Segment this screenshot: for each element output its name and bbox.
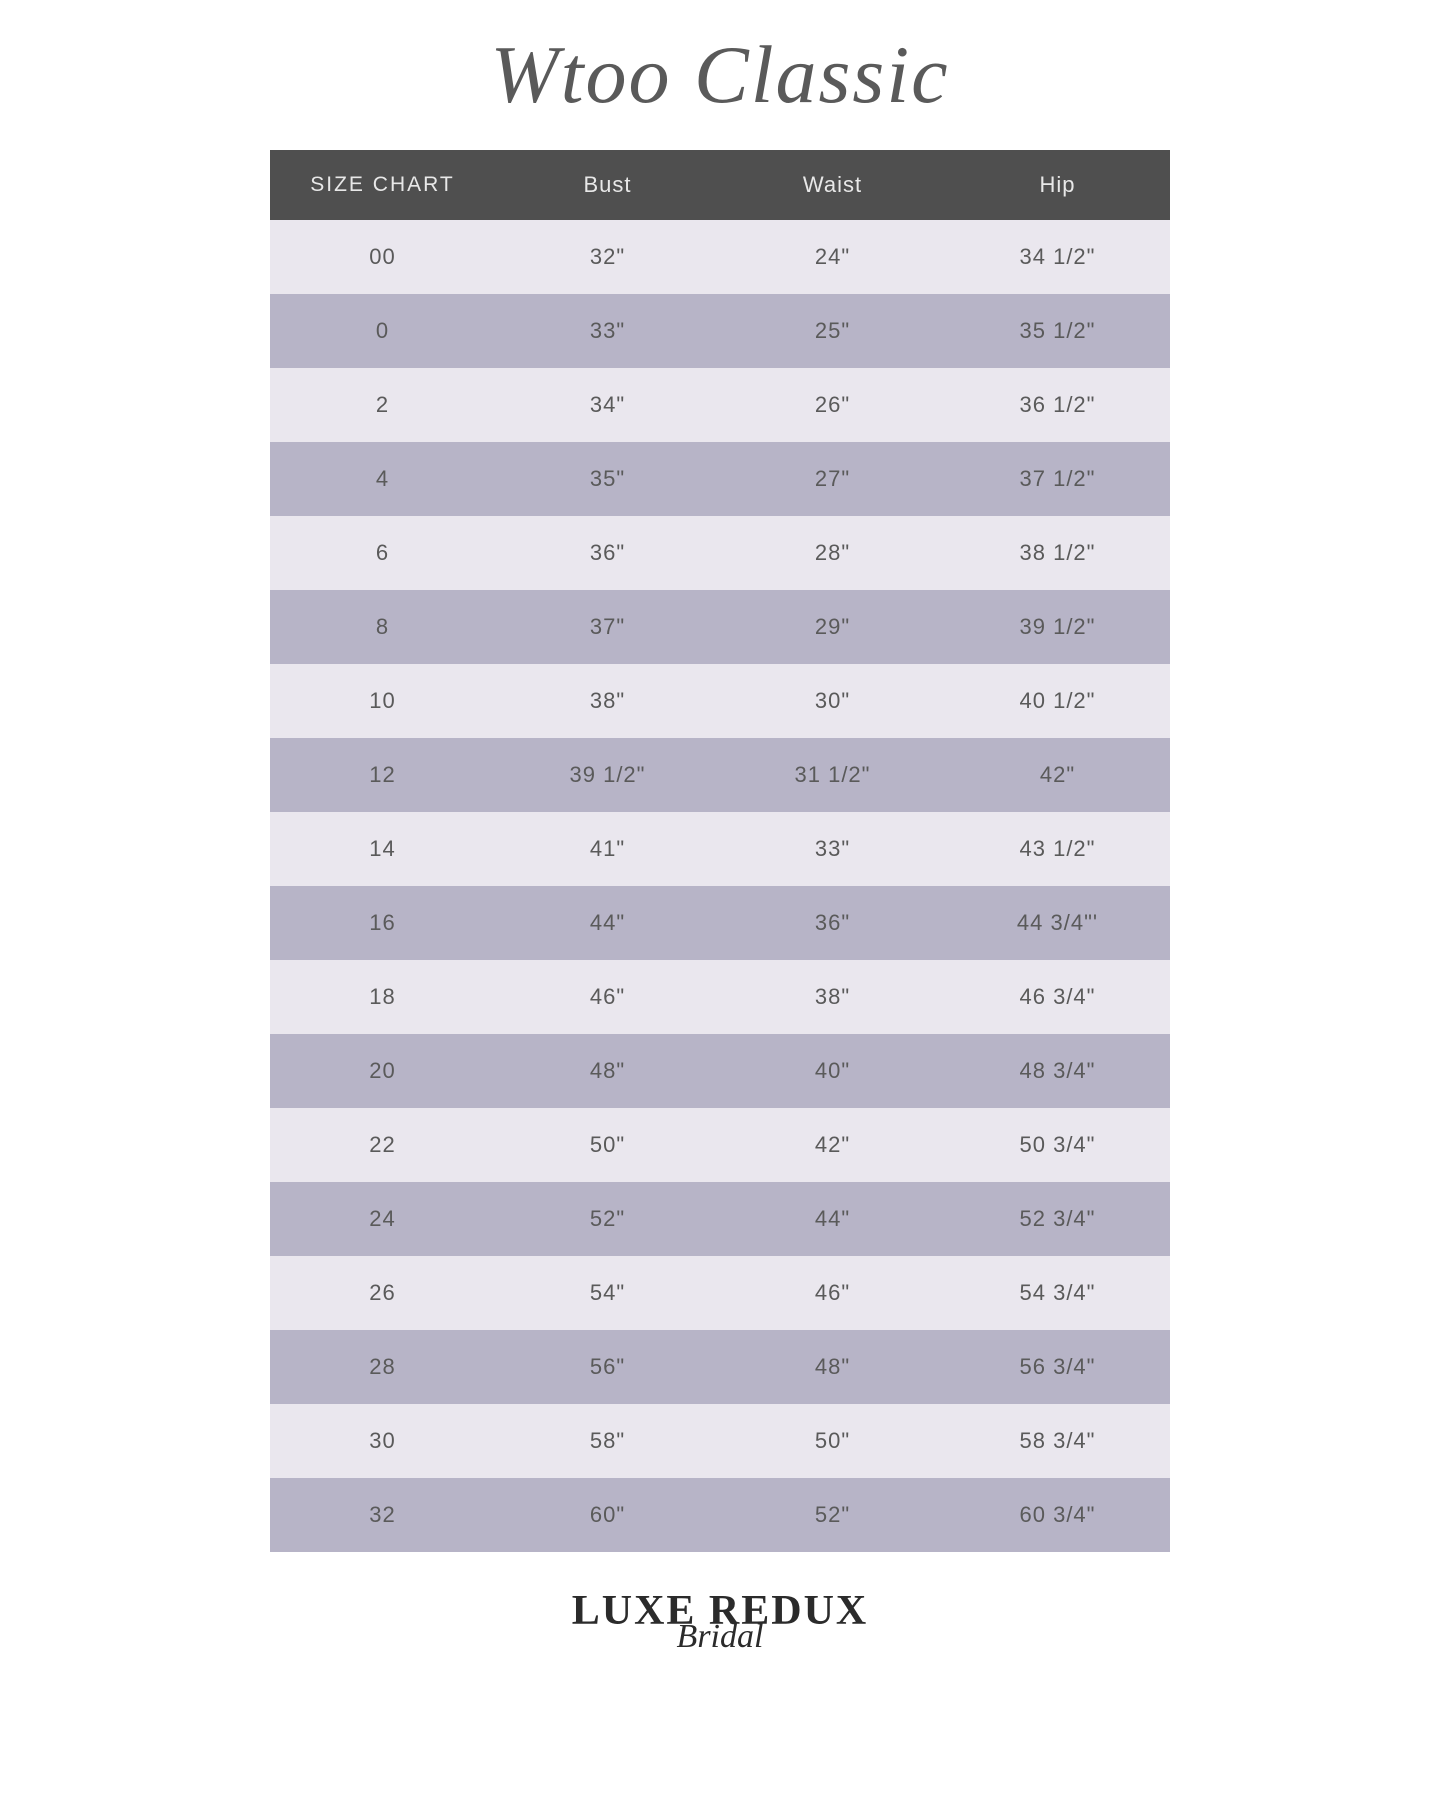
col-waist: Waist (720, 150, 945, 220)
table-cell: 20 (270, 1034, 495, 1108)
table-cell: 34 1/2" (945, 220, 1170, 294)
table-cell: 24 (270, 1182, 495, 1256)
table-cell: 56" (495, 1330, 720, 1404)
table-row: 0032"24"34 1/2" (270, 220, 1170, 294)
table-row: 3260"52"60 3/4" (270, 1478, 1170, 1552)
table-cell: 50" (495, 1108, 720, 1182)
col-bust: Bust (495, 150, 720, 220)
table-cell: 44" (720, 1182, 945, 1256)
table-cell: 6 (270, 516, 495, 590)
table-row: 2250"42"50 3/4" (270, 1108, 1170, 1182)
table-cell: 30" (720, 664, 945, 738)
col-hip: Hip (945, 150, 1170, 220)
table-cell: 37 1/2" (945, 442, 1170, 516)
table-cell: 29" (720, 590, 945, 664)
table-cell: 58 3/4" (945, 1404, 1170, 1478)
table-cell: 39 1/2" (945, 590, 1170, 664)
table-cell: 28 (270, 1330, 495, 1404)
table-cell: 8 (270, 590, 495, 664)
table-row: 1846"38"46 3/4" (270, 960, 1170, 1034)
table-cell: 38" (720, 960, 945, 1034)
table-cell: 33" (495, 294, 720, 368)
table-cell: 14 (270, 812, 495, 886)
table-row: 1644"36"44 3/4"' (270, 886, 1170, 960)
table-cell: 60" (495, 1478, 720, 1552)
table-cell: 36 1/2" (945, 368, 1170, 442)
table-cell: 35 1/2" (945, 294, 1170, 368)
table-cell: 48 3/4" (945, 1034, 1170, 1108)
table-row: 435"27"37 1/2" (270, 442, 1170, 516)
table-cell: 0 (270, 294, 495, 368)
table-cell: 54" (495, 1256, 720, 1330)
table-cell: 52 3/4" (945, 1182, 1170, 1256)
table-cell: 12 (270, 738, 495, 812)
table-cell: 00 (270, 220, 495, 294)
table-cell: 46 3/4" (945, 960, 1170, 1034)
table-cell: 48" (720, 1330, 945, 1404)
table-cell: 33" (720, 812, 945, 886)
table-cell: 36" (720, 886, 945, 960)
table-cell: 42" (945, 738, 1170, 812)
table-cell: 32" (495, 220, 720, 294)
table-cell: 44 3/4"' (945, 886, 1170, 960)
table-cell: 38" (495, 664, 720, 738)
table-cell: 52" (720, 1478, 945, 1552)
table-cell: 34" (495, 368, 720, 442)
table-cell: 40" (720, 1034, 945, 1108)
table-cell: 39 1/2" (495, 738, 720, 812)
table-cell: 2 (270, 368, 495, 442)
size-chart-table: SIZE CHART Bust Waist Hip 0032"24"34 1/2… (270, 150, 1170, 1552)
table-cell: 42" (720, 1108, 945, 1182)
table-cell: 50" (720, 1404, 945, 1478)
table-cell: 27" (720, 442, 945, 516)
col-size: SIZE CHART (270, 150, 495, 220)
table-cell: 58" (495, 1404, 720, 1478)
table-cell: 26 (270, 1256, 495, 1330)
table-row: 2654"46"54 3/4" (270, 1256, 1170, 1330)
table-row: 3058"50"58 3/4" (270, 1404, 1170, 1478)
table-cell: 54 3/4" (945, 1256, 1170, 1330)
table-cell: 18 (270, 960, 495, 1034)
table-row: 1038"30"40 1/2" (270, 664, 1170, 738)
table-cell: 28" (720, 516, 945, 590)
table-cell: 44" (495, 886, 720, 960)
table-cell: 22 (270, 1108, 495, 1182)
table-cell: 52" (495, 1182, 720, 1256)
table-cell: 56 3/4" (945, 1330, 1170, 1404)
table-cell: 46" (720, 1256, 945, 1330)
page-title: Wtoo Classic (490, 28, 949, 122)
table-row: 1441"33"43 1/2" (270, 812, 1170, 886)
table-cell: 48" (495, 1034, 720, 1108)
table-row: 837"29"39 1/2" (270, 590, 1170, 664)
table-cell: 37" (495, 590, 720, 664)
table-row: 033"25"35 1/2" (270, 294, 1170, 368)
table-cell: 30 (270, 1404, 495, 1478)
table-row: 2856"48"56 3/4" (270, 1330, 1170, 1404)
table-cell: 43 1/2" (945, 812, 1170, 886)
table-row: 636"28"38 1/2" (270, 516, 1170, 590)
table-cell: 35" (495, 442, 720, 516)
table-cell: 26" (720, 368, 945, 442)
table-cell: 25" (720, 294, 945, 368)
table-cell: 41" (495, 812, 720, 886)
table-cell: 38 1/2" (945, 516, 1170, 590)
table-cell: 16 (270, 886, 495, 960)
table-row: 1239 1/2"31 1/2"42" (270, 738, 1170, 812)
table-header-row: SIZE CHART Bust Waist Hip (270, 150, 1170, 220)
table-cell: 40 1/2" (945, 664, 1170, 738)
table-cell: 31 1/2" (720, 738, 945, 812)
table-cell: 24" (720, 220, 945, 294)
table-row: 234"26"36 1/2" (270, 368, 1170, 442)
table-cell: 4 (270, 442, 495, 516)
table-cell: 50 3/4" (945, 1108, 1170, 1182)
table-cell: 32 (270, 1478, 495, 1552)
table-cell: 60 3/4" (945, 1478, 1170, 1552)
table-row: 2048"40"48 3/4" (270, 1034, 1170, 1108)
table-cell: 10 (270, 664, 495, 738)
table-cell: 36" (495, 516, 720, 590)
table-cell: 46" (495, 960, 720, 1034)
footer-logo: LUXE REDUX Bridal (572, 1590, 869, 1656)
table-row: 2452"44"52 3/4" (270, 1182, 1170, 1256)
